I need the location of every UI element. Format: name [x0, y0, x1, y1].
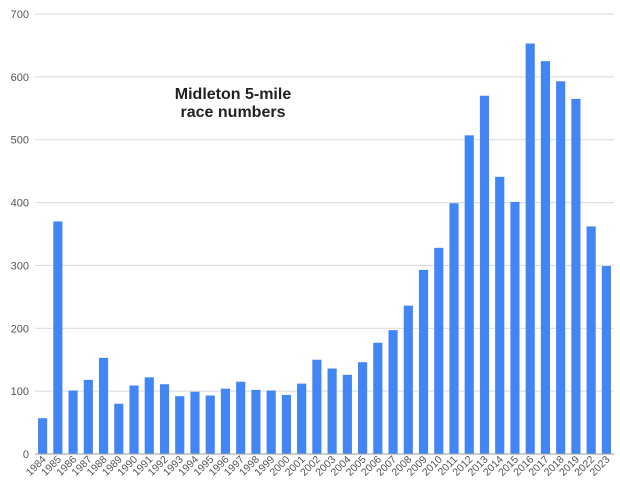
- bar-2011: [449, 203, 459, 454]
- bar-2008: [403, 305, 413, 454]
- y-axis-ticks: 0 100 200 300 400 500 600 700: [11, 9, 29, 461]
- bar-2019: [571, 98, 581, 454]
- bar-1999: [266, 390, 276, 454]
- y-tick-label: 100: [11, 386, 29, 398]
- y-tick-label: 400: [11, 198, 29, 210]
- bar-2009: [418, 269, 429, 454]
- bar-2014: [495, 176, 505, 455]
- bar-1989: [114, 403, 124, 454]
- y-tick-label: 200: [11, 323, 29, 335]
- chart-title-line-2: race numbers: [181, 104, 286, 121]
- bar-1996: [220, 388, 231, 454]
- bar-2003: [327, 368, 337, 454]
- bar-2001: [297, 383, 307, 454]
- bar-2017: [540, 61, 551, 455]
- bar-2013: [479, 95, 490, 454]
- bar-1990: [129, 385, 139, 454]
- bar-2018: [556, 81, 566, 454]
- bar-2010: [434, 247, 444, 454]
- bar-1987: [83, 379, 93, 454]
- bar-1992: [159, 384, 170, 454]
- bar-2012: [464, 135, 474, 455]
- bar-2023: [601, 266, 611, 454]
- bar-2006: [373, 342, 383, 454]
- bar-1995: [205, 395, 215, 454]
- y-tick-label: 600: [11, 72, 29, 84]
- bar-1988: [98, 357, 109, 454]
- y-tick-label: 700: [11, 9, 29, 21]
- bar-2022: [586, 226, 596, 454]
- bar-1997: [236, 381, 246, 454]
- bar-1993: [175, 396, 185, 454]
- bar-2002: [312, 359, 322, 454]
- chart-title-line-1: Midleton 5-mile: [175, 86, 292, 103]
- bar-1994: [190, 391, 200, 454]
- bar-1998: [251, 389, 261, 454]
- bar-1991: [144, 377, 154, 454]
- bar-2004: [342, 374, 352, 454]
- bar-2005: [358, 362, 368, 454]
- bar-2000: [281, 394, 291, 454]
- y-tick-label: 300: [11, 260, 29, 272]
- bar-2007: [388, 330, 398, 454]
- bar-1986: [68, 390, 78, 454]
- x-axis-ticks: 1984198519861987198819891990199119921993…: [24, 454, 613, 479]
- bar-1985: [53, 221, 63, 454]
- bar-1984: [38, 418, 48, 454]
- y-tick-label: 500: [11, 135, 29, 147]
- y-tick-label: 0: [23, 449, 29, 461]
- bar-2016: [525, 43, 535, 455]
- bars: [38, 43, 611, 455]
- bar-2015: [510, 201, 520, 454]
- gridlines: [35, 13, 614, 392]
